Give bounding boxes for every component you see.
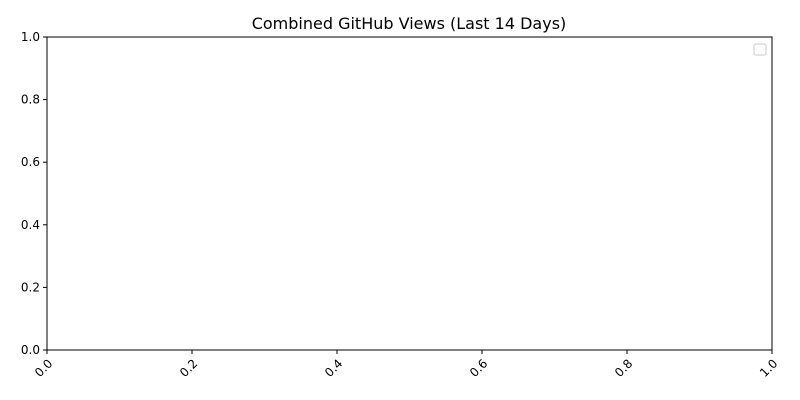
plot-area	[46, 36, 773, 351]
chart-title: Combined GitHub Views (Last 14 Days)	[252, 14, 567, 33]
y-tick-label: 1.0	[21, 30, 40, 44]
y-tick-label: 0.2	[21, 280, 40, 294]
y-tick-label: 0.6	[21, 155, 40, 169]
y-tick-label: 0.4	[21, 218, 40, 232]
y-axis: 0.0 0.2 0.4 0.6 0.8 1.0	[21, 30, 47, 357]
legend	[753, 43, 767, 56]
y-tick-label: 0.8	[21, 93, 40, 107]
y-tick-label: 0.0	[21, 343, 40, 357]
